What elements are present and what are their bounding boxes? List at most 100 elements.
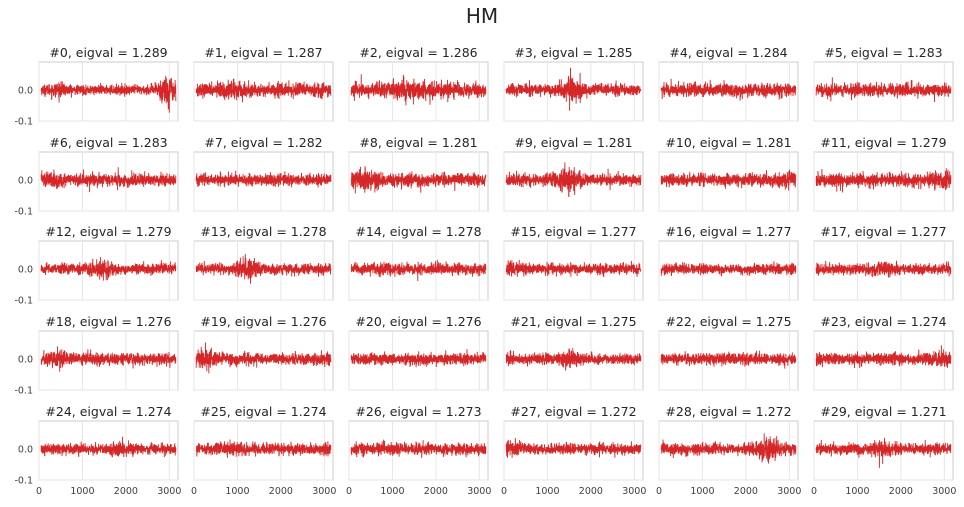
- signal-line: [40, 167, 177, 193]
- subplot-title: #4, eigval = 1.284: [669, 45, 787, 60]
- x-tick-label: 1000: [535, 486, 559, 497]
- subplot: #11, eigval = 1.279: [813, 135, 954, 212]
- signal-line: [195, 253, 332, 284]
- x-tick-label: 2000: [424, 486, 448, 497]
- signal-line: [815, 345, 952, 369]
- x-tick-label: 0: [191, 486, 197, 497]
- x-tick-label: 1000: [225, 486, 249, 497]
- subplot-title: #29, eigval = 1.271: [820, 404, 946, 419]
- signal-line: [40, 256, 177, 281]
- subplot: #17, eigval = 1.277: [813, 224, 954, 301]
- subplot-title: #2, eigval = 1.286: [359, 45, 477, 60]
- x-tick-label: 0: [811, 486, 817, 497]
- signal-line: [505, 438, 642, 458]
- subplot: #8, eigval = 1.281: [348, 135, 489, 212]
- subplot-title: #12, eigval = 1.279: [45, 224, 171, 239]
- subplot-title: #5, eigval = 1.283: [824, 45, 942, 60]
- signal-line: [505, 162, 642, 198]
- panels: #0, eigval = 1.289 0.0 -0.1 #1, eigval = 1.…: [14, 45, 956, 497]
- y-tick-label: 0.0: [18, 444, 33, 455]
- subplot: #10, eigval = 1.281: [658, 135, 799, 212]
- signal-line: [815, 437, 952, 468]
- subplot: #5, eigval = 1.283: [813, 45, 954, 122]
- figure-title: HM: [466, 4, 498, 28]
- subplot: #2, eigval = 1.286: [348, 45, 489, 122]
- y-tick-label: 0.0: [18, 85, 33, 96]
- subplot: #6, eigval = 1.283 0.0 -0.1: [14, 135, 179, 218]
- subplot-title: #8, eigval = 1.281: [359, 135, 477, 150]
- subplot-title: #18, eigval = 1.276: [45, 314, 171, 329]
- x-tick-label: 0: [36, 486, 42, 497]
- subplot-title: #0, eigval = 1.289: [49, 45, 167, 60]
- subplot: #13, eigval = 1.278: [193, 224, 334, 301]
- signal-line: [660, 261, 797, 277]
- subplot-title: #21, eigval = 1.275: [510, 314, 636, 329]
- signal-line: [195, 342, 332, 374]
- x-tick-label: 3000: [312, 486, 336, 497]
- signal-line: [350, 439, 487, 459]
- subplot-title: #10, eigval = 1.281: [665, 135, 791, 150]
- subplot-title: #24, eigval = 1.274: [45, 404, 171, 419]
- signal-line: [40, 436, 177, 458]
- subplot: #25, eigval = 1.274 0 1000 2000 3000: [191, 404, 336, 497]
- subplot: #22, eigval = 1.275: [658, 314, 799, 391]
- signal-line: [350, 349, 487, 368]
- y-tick-label: -0.1: [14, 386, 33, 397]
- y-tick-label: 0.0: [18, 264, 33, 275]
- x-tick-label: 3000: [467, 486, 491, 497]
- subplot-title: #25, eigval = 1.274: [200, 404, 326, 419]
- subplot: #14, eigval = 1.278: [348, 224, 489, 301]
- x-tick-label: 3000: [777, 486, 801, 497]
- x-tick-label: 2000: [889, 486, 913, 497]
- subplot-title: #26, eigval = 1.273: [355, 404, 481, 419]
- signal-line: [660, 169, 797, 191]
- subplot: #19, eigval = 1.276: [193, 314, 334, 391]
- y-tick-label: -0.1: [14, 476, 33, 487]
- signal-line: [660, 433, 797, 464]
- subplot: #7, eigval = 1.282: [193, 135, 334, 212]
- subplot-title: #6, eigval = 1.283: [49, 135, 167, 150]
- x-tick-label: 2000: [734, 486, 758, 497]
- subplot: #26, eigval = 1.273 0 1000 2000 3000: [346, 404, 491, 497]
- signal-line: [815, 77, 952, 103]
- subplot: #1, eigval = 1.287: [193, 45, 334, 122]
- signal-line: [350, 259, 487, 282]
- x-tick-label: 2000: [269, 486, 293, 497]
- subplot-title: #13, eigval = 1.278: [200, 224, 326, 239]
- x-tick-label: 1000: [845, 486, 869, 497]
- x-tick-label: 1000: [380, 486, 404, 497]
- subplot-title: #20, eigval = 1.276: [355, 314, 481, 329]
- subplot-title: #9, eigval = 1.281: [514, 135, 632, 150]
- y-tick-label: 0.0: [18, 175, 33, 186]
- x-tick-label: 1000: [70, 486, 94, 497]
- x-tick-label: 3000: [622, 486, 646, 497]
- subplot-title: #1, eigval = 1.287: [204, 45, 322, 60]
- subplot-title: #23, eigval = 1.274: [820, 314, 946, 329]
- x-tick-label: 0: [501, 486, 507, 497]
- subplot-title: #16, eigval = 1.277: [665, 224, 791, 239]
- subplot-title: #7, eigval = 1.282: [204, 135, 322, 150]
- x-tick-label: 2000: [579, 486, 603, 497]
- subplot-title: #14, eigval = 1.278: [355, 224, 481, 239]
- signal-line: [660, 78, 797, 101]
- subplot-title: #19, eigval = 1.276: [200, 314, 326, 329]
- signal-line: [505, 67, 642, 111]
- subplot: #16, eigval = 1.277: [658, 224, 799, 301]
- signal-line: [505, 348, 642, 371]
- signal-line: [40, 75, 177, 113]
- subplot-title: #3, eigval = 1.285: [514, 45, 632, 60]
- subplot-title: #27, eigval = 1.272: [510, 404, 636, 419]
- x-tick-label: 1000: [690, 486, 714, 497]
- y-tick-label: -0.1: [14, 296, 33, 307]
- y-tick-label: -0.1: [14, 207, 33, 218]
- y-tick-label: -0.1: [14, 117, 33, 128]
- subplot: #20, eigval = 1.276: [348, 314, 489, 391]
- subplot: #21, eigval = 1.275: [503, 314, 644, 391]
- subplot-title: #11, eigval = 1.279: [820, 135, 946, 150]
- signal-line: [660, 350, 797, 369]
- x-tick-label: 0: [346, 486, 352, 497]
- signal-line: [815, 260, 952, 278]
- subplot: #28, eigval = 1.272 0 1000 2000 3000: [656, 404, 801, 497]
- x-tick-label: 0: [656, 486, 662, 497]
- x-tick-label: 3000: [932, 486, 956, 497]
